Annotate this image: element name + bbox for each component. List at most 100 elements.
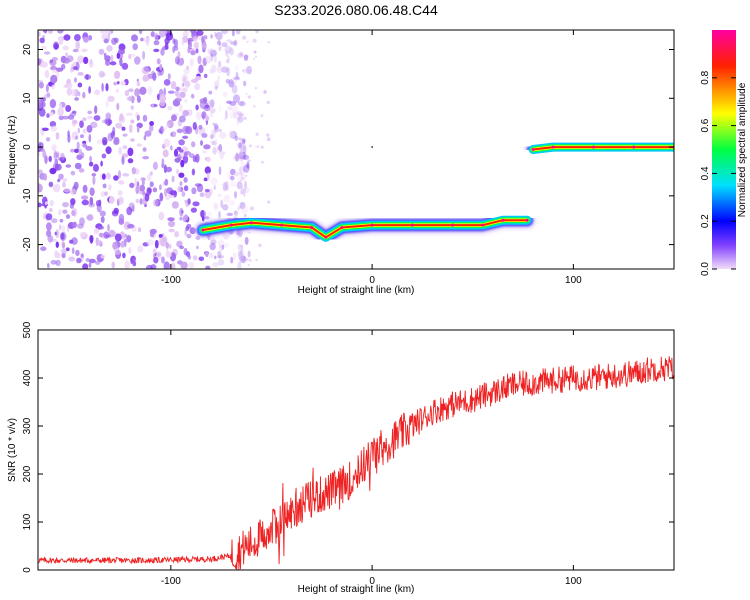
noise-blob (94, 105, 98, 114)
ridge-point (592, 145, 595, 149)
noise-blob (65, 247, 70, 252)
noise-blob (159, 93, 166, 103)
noise-blob (99, 210, 106, 217)
snr-ylabel: SNR (10 * v/v) (7, 418, 18, 482)
noise-blob (68, 256, 76, 262)
noise-blob (117, 196, 124, 205)
noise-blob (89, 196, 94, 206)
noise-blob (71, 210, 76, 216)
noise-blob (230, 256, 234, 264)
noise-blob (77, 72, 84, 76)
noise-blob (88, 59, 94, 68)
noise-blob (179, 207, 184, 217)
noise-blob (100, 191, 105, 198)
noise-blob (55, 241, 59, 248)
noise-blob (62, 178, 68, 182)
noise-blob (225, 78, 230, 84)
noise-blob (240, 248, 244, 255)
noise-blob (171, 131, 177, 138)
noise-blob (57, 107, 64, 117)
ridge-point (340, 226, 344, 229)
noise-blob (70, 170, 76, 176)
noise-blob (195, 236, 201, 240)
noise-blob (214, 31, 217, 38)
noise-blob (225, 50, 229, 57)
colorbar-gradient (712, 30, 736, 269)
noise-blob (167, 90, 175, 94)
y-tick-label: 0 (22, 144, 33, 150)
ridge-point (370, 223, 374, 227)
noise-blob (237, 101, 245, 106)
noise-blob (116, 52, 121, 59)
noise-blob (177, 186, 182, 193)
noise-blob (38, 58, 42, 66)
noise-blob (46, 222, 52, 231)
ridge-point (525, 218, 529, 222)
noise-blob (65, 105, 72, 112)
noise-blob (203, 144, 211, 150)
noise-blob (241, 205, 249, 214)
figure-title: S233.2026.080.06.48.C44 (274, 2, 438, 18)
noise-blob (178, 103, 183, 113)
noise-blob (234, 64, 239, 71)
noise-blob (45, 137, 51, 142)
noise-blob (232, 111, 238, 119)
noise-blob (181, 39, 185, 46)
noise-blob (182, 135, 189, 139)
noise-blob (55, 151, 59, 158)
noise-blob (171, 262, 176, 269)
noise-blob (105, 100, 109, 108)
noise-blob (165, 241, 169, 249)
noise-blob (129, 124, 133, 133)
noise-blob (122, 252, 126, 259)
noise-blob (132, 43, 138, 51)
noise-blob (79, 231, 87, 238)
noise-blob (113, 137, 120, 145)
noise-blob (237, 116, 244, 123)
noise-blob (204, 166, 211, 174)
noise-blob (239, 142, 244, 151)
noise-blob (107, 95, 115, 102)
noise-blob (51, 84, 55, 90)
noise-blob (159, 30, 166, 38)
noise-blob (165, 32, 174, 41)
noise-blob (51, 69, 58, 74)
noise-blob (191, 187, 197, 195)
noise-blob (242, 144, 247, 154)
ridge-point (229, 223, 233, 227)
noise-blob (142, 114, 148, 122)
noise-blob (183, 185, 189, 192)
noise-blob (63, 34, 71, 41)
noise-blob (86, 214, 94, 221)
noise-blob (193, 41, 199, 49)
noise-blob (69, 188, 77, 195)
noise-blob (253, 105, 256, 108)
noise-blob (65, 214, 71, 219)
noise-blob (239, 171, 243, 176)
noise-blob (188, 261, 195, 269)
x-tick-label: 0 (369, 275, 375, 286)
noise-blob (238, 257, 242, 261)
noise-blob (159, 125, 164, 135)
noise-blob (217, 250, 222, 259)
noise-blob (164, 30, 168, 34)
noise-blob (244, 180, 248, 189)
snr-plot-area (38, 356, 674, 570)
noise-blob (122, 173, 130, 177)
noise-blob (210, 107, 217, 113)
noise-blob (197, 55, 202, 65)
noise-blob (94, 89, 101, 96)
noise-blob (224, 242, 229, 248)
noise-blob (47, 262, 50, 269)
noise-blob (232, 252, 237, 260)
noise-blob (88, 258, 96, 264)
noise-blob (109, 195, 115, 205)
noise-blob (182, 155, 189, 164)
noise-blob (223, 194, 230, 203)
noise-blob (74, 77, 77, 83)
noise-blob (242, 154, 250, 160)
noise-blob (238, 113, 243, 117)
noise-blob (130, 119, 135, 124)
noise-blob (136, 126, 140, 133)
